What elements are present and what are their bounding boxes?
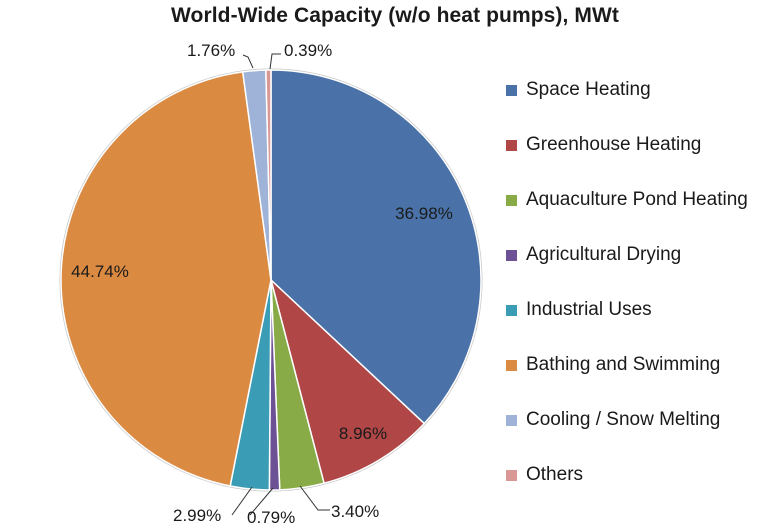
legend-label: Bathing and Swimming xyxy=(526,354,721,375)
pie-slice-greenhouse-heating xyxy=(269,277,426,485)
legend-item: Aquaculture Pond Heating xyxy=(506,184,770,239)
slice-data-label: 36.98% xyxy=(395,204,453,223)
slice-data-label: 0.79% xyxy=(247,508,295,527)
legend-item: Greenhouse Heating xyxy=(506,129,770,184)
legend-swatch xyxy=(506,140,517,151)
legend-swatch xyxy=(506,415,517,426)
legend-item: Agricultural Drying xyxy=(506,239,770,294)
legend-label: Cooling / Snow Melting xyxy=(526,409,721,430)
legend-label: Aquaculture Pond Heating xyxy=(526,189,748,210)
pie-slice-others xyxy=(265,69,272,281)
slice-data-label: 2.99% xyxy=(173,506,221,525)
slice-data-label: 8.96% xyxy=(339,424,387,443)
legend-swatch xyxy=(506,85,517,96)
chart-legend: Space Heating Greenhouse Heating Aquacultu… xyxy=(506,74,770,514)
leader-line xyxy=(249,487,274,516)
legend-swatch xyxy=(506,360,517,371)
legend-swatch xyxy=(506,470,517,481)
pie-slice-bathing-and-swimming xyxy=(60,71,272,487)
legend-label: Greenhouse Heating xyxy=(526,134,702,155)
legend-label: Agricultural Drying xyxy=(526,244,682,265)
slice-data-label: 0.39% xyxy=(284,41,332,60)
legend-item: Cooling / Snow Melting xyxy=(506,404,770,459)
slice-data-label: 1.76% xyxy=(187,41,235,60)
leader-line xyxy=(242,54,254,69)
legend-item: Space Heating xyxy=(506,74,770,129)
slice-data-label: 44.74% xyxy=(71,262,129,281)
leader-line xyxy=(231,486,253,516)
legend-item: Others xyxy=(506,459,770,514)
legend-label: Space Heating xyxy=(526,79,651,100)
leader-line xyxy=(299,485,330,511)
chart-title: World-Wide Capacity (w/o heat pumps), MW… xyxy=(170,4,620,27)
legend-label: Industrial Uses xyxy=(526,299,652,320)
legend-swatch xyxy=(506,250,517,261)
slice-data-label: 3.40% xyxy=(331,502,379,521)
legend-swatch xyxy=(506,305,517,316)
legend-item: Industrial Uses xyxy=(506,294,770,349)
legend-label: Others xyxy=(526,464,584,485)
leader-line xyxy=(269,53,281,70)
legend-item: Bathing and Swimming xyxy=(506,349,770,404)
legend-swatch xyxy=(506,195,517,206)
pie-slice-space-heating xyxy=(270,69,482,425)
